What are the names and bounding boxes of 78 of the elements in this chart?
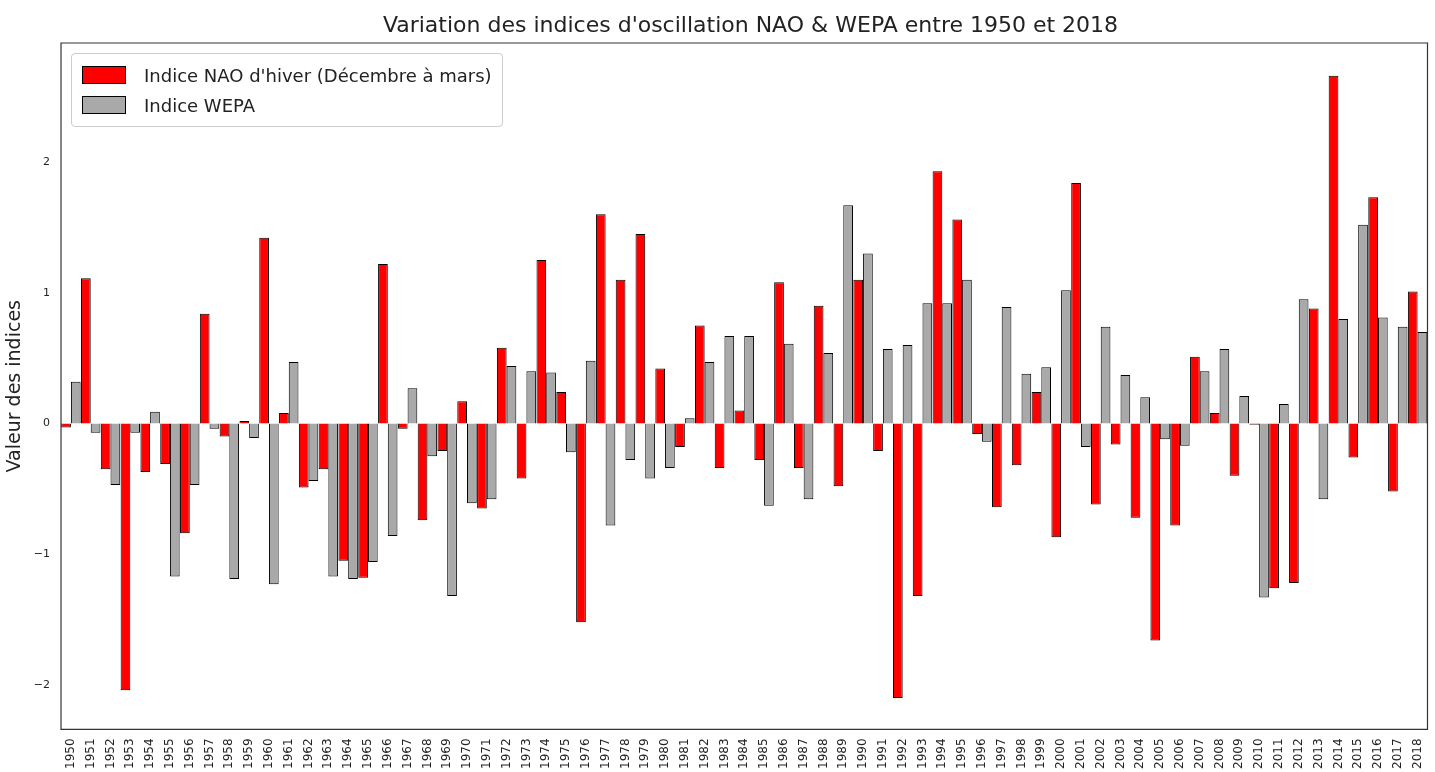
x-tick-label: 1988 <box>815 738 830 770</box>
x-tick-label: 1961 <box>280 738 295 770</box>
x-tick-label: 1995 <box>954 738 969 770</box>
x-tick-label: 1953 <box>122 738 137 770</box>
x-tick-label: 1979 <box>637 738 652 770</box>
x-tick-label: 1991 <box>875 738 890 770</box>
x-tick-label: 1951 <box>82 738 97 770</box>
x-tick-label: 2003 <box>1112 738 1127 770</box>
x-tick-label: 2002 <box>1092 738 1107 770</box>
x-tick-label: 2000 <box>1053 738 1068 770</box>
x-tick-label: 1952 <box>102 738 117 770</box>
x-tick-label: 1986 <box>775 738 790 770</box>
x-tick-label: 2013 <box>1310 738 1325 770</box>
x-tick-label: 2014 <box>1330 738 1345 770</box>
x-tick-label: 1968 <box>419 738 434 770</box>
x-tick-label: 1950 <box>63 738 78 770</box>
x-tick-label: 1985 <box>756 738 771 770</box>
x-tick-label: 1955 <box>162 738 177 770</box>
x-tick-label: 1993 <box>914 738 929 770</box>
x-tick-label: 2010 <box>1251 738 1266 770</box>
x-tick-label: 2011 <box>1271 738 1286 770</box>
x-tick-label: 1989 <box>835 738 850 770</box>
legend-label: Indice WEPA <box>144 94 256 116</box>
x-tick-label: 2007 <box>1191 738 1206 770</box>
x-tick-label: 2001 <box>1073 738 1088 770</box>
x-tick-label: 1997 <box>993 738 1008 770</box>
x-tick-label: 2008 <box>1211 738 1226 770</box>
x-tick-label: 1974 <box>538 738 553 770</box>
x-tick-label: 1962 <box>300 738 315 770</box>
x-tick-label: 1983 <box>716 738 731 770</box>
x-tick-label: 1967 <box>399 738 414 770</box>
y-axis-title: Valeur des indices <box>2 300 25 473</box>
x-tick-label: 1973 <box>518 738 533 770</box>
x-tick-label: 1954 <box>142 738 157 770</box>
x-tick-label: 2006 <box>1172 738 1187 770</box>
x-tick-label: 1963 <box>320 738 335 770</box>
x-tick-label: 1976 <box>577 738 592 770</box>
x-tick-label: 2004 <box>1132 738 1147 770</box>
x-tick-label: 1990 <box>855 738 870 770</box>
x-tick-label: 1996 <box>974 738 989 770</box>
x-tick-label: 1958 <box>221 738 236 770</box>
x-tick-label: 1970 <box>459 738 474 770</box>
x-tick-label: 1984 <box>736 738 751 770</box>
x-tick-label: 1981 <box>676 738 691 770</box>
x-tick-label: 2015 <box>1350 738 1365 770</box>
x-tick-label: 1994 <box>934 738 949 770</box>
x-tick-label: 1987 <box>795 738 810 770</box>
y-tick-label: −2 <box>33 677 51 691</box>
x-tick-label: 1998 <box>1013 738 1028 770</box>
chart-title: Variation des indices d'oscillation NAO & WEPA entre 1950 et 2018 <box>381 12 1120 37</box>
x-tick-label: 2017 <box>1389 738 1404 770</box>
x-tick-label: 2005 <box>1152 738 1167 770</box>
x-tick-label: 1978 <box>617 738 632 770</box>
y-tick-label: 1 <box>43 285 51 299</box>
y-tick-label: 2 <box>43 154 51 168</box>
x-tick-label: 1964 <box>340 738 355 770</box>
x-tick-label: 2009 <box>1231 738 1246 770</box>
x-tick-label: 1960 <box>261 738 276 770</box>
x-tick-label: 1965 <box>360 738 375 770</box>
x-tick-label: 1977 <box>597 738 612 770</box>
x-tick-label: 1982 <box>696 738 711 770</box>
x-tick-label: 1969 <box>439 738 454 770</box>
x-tick-label: 1966 <box>379 738 394 770</box>
x-tick-label: 2018 <box>1409 738 1424 770</box>
x-tick-label: 1956 <box>181 738 196 770</box>
x-tick-label: 1999 <box>1033 738 1048 770</box>
legend-label: Indice NAO d'hiver (Décembre à mars) <box>144 64 492 86</box>
x-tick-label: 1975 <box>558 738 573 770</box>
x-tick-label: 1971 <box>478 738 493 770</box>
y-tick-label: 0 <box>43 416 51 430</box>
y-tick-label: −1 <box>33 547 51 561</box>
x-tick-label: 1992 <box>894 738 909 770</box>
x-tick-label: 1959 <box>241 738 256 770</box>
x-tick-label: 1957 <box>201 738 216 770</box>
x-tick-label: 2016 <box>1370 738 1385 770</box>
x-tick-label: 1972 <box>498 738 513 770</box>
x-tick-label: 1980 <box>657 738 672 770</box>
x-tick-label: 2012 <box>1290 738 1305 770</box>
